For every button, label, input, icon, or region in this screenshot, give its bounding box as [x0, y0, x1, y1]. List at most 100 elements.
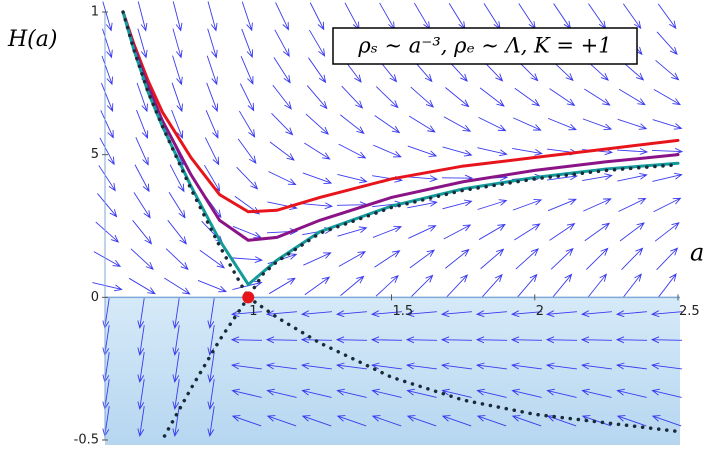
field-arrow	[373, 144, 402, 158]
field-arrow	[583, 198, 612, 212]
title-box	[332, 27, 638, 65]
field-arrow	[446, 58, 468, 82]
field-arrow	[549, 222, 576, 241]
field-arrow	[169, 164, 185, 193]
field-arrow	[370, 362, 402, 370]
field-arrow	[269, 141, 295, 161]
field-arrow	[304, 142, 331, 160]
field-arrow	[478, 116, 507, 132]
field-arrow	[445, 87, 470, 108]
field-arrow	[615, 310, 647, 318]
field-arrow	[102, 352, 110, 383]
field-arrow	[240, 56, 254, 85]
field-arrow	[303, 252, 332, 266]
field-arrow	[547, 117, 577, 131]
field-arrow	[616, 148, 649, 155]
field-arrow	[302, 202, 334, 210]
field-arrow	[582, 173, 613, 182]
field-arrow	[165, 248, 189, 271]
field-arrow	[582, 148, 614, 156]
field-arrow	[135, 137, 149, 166]
field-arrow	[374, 115, 401, 134]
field-arrow	[172, 298, 180, 329]
field-arrow	[405, 362, 437, 370]
field-arrow	[206, 55, 218, 86]
field-arrow	[653, 89, 681, 106]
field-arrow	[207, 298, 215, 329]
field-arrow	[374, 250, 401, 268]
field-arrow	[476, 415, 507, 427]
field-arrow	[172, 28, 183, 59]
field-arrow	[622, 3, 642, 30]
field-arrow	[236, 166, 259, 190]
field-arrow	[171, 82, 183, 113]
field-arrow	[407, 145, 438, 157]
field-arrow	[441, 415, 472, 427]
field-arrow	[580, 362, 612, 370]
field-arrow	[618, 88, 646, 106]
field-arrow	[97, 193, 118, 218]
field-arrow	[267, 253, 298, 265]
field-arrow	[137, 379, 145, 410]
field-arrow	[167, 219, 187, 245]
field-arrow	[514, 87, 541, 107]
x-tick-label: 1.5	[393, 304, 414, 319]
field-arrow	[300, 310, 332, 318]
field-arrow	[443, 224, 472, 240]
field-arrow	[344, 2, 360, 31]
field-arrow	[516, 59, 539, 82]
y-axis-label: H(a)	[7, 27, 57, 52]
field-arrow	[273, 57, 291, 84]
field-arrow	[301, 415, 332, 427]
field-arrow	[442, 146, 473, 157]
field-arrow	[101, 82, 114, 112]
field-arrow	[587, 273, 608, 299]
field-arrow	[411, 274, 434, 297]
chart-title: ρₛ ∼ a⁻³, ρₑ ∼ Λ, K = +1	[357, 34, 611, 58]
plot-area: 1 5 0 -0.5 1 1.5 2 2.5	[74, 5, 700, 448]
field-arrow	[446, 274, 469, 298]
field-arrow	[375, 275, 399, 297]
field-arrow	[620, 59, 645, 81]
field-arrow	[164, 277, 191, 295]
field-arrow	[137, 325, 145, 356]
field-arrow	[239, 83, 255, 112]
field-arrow	[410, 86, 435, 108]
field-arrow	[622, 273, 642, 299]
field-arrow	[481, 58, 504, 82]
field-arrow	[550, 59, 574, 82]
field-arrow	[477, 199, 508, 210]
field-arrow	[93, 251, 122, 267]
field-arrow	[340, 275, 365, 296]
field-arrow	[377, 58, 398, 83]
field-arrow	[265, 336, 298, 344]
field-arrow	[475, 362, 507, 370]
field-arrow	[172, 325, 180, 356]
field-arrow	[136, 82, 148, 113]
field-arrow	[512, 198, 543, 211]
fixed-point	[242, 291, 255, 304]
field-arrow	[545, 362, 577, 370]
field-arrow	[137, 406, 145, 437]
field-arrow	[241, 28, 254, 59]
field-arrow	[518, 3, 536, 30]
field-arrow	[265, 310, 297, 318]
field-arrow	[237, 138, 257, 165]
field-arrow	[197, 280, 227, 293]
field-arrow	[137, 352, 145, 383]
y-tick-label: 0	[91, 290, 99, 305]
field-arrow	[302, 172, 333, 184]
field-arrow	[651, 415, 682, 427]
field-arrow	[338, 251, 367, 267]
field-arrow	[336, 415, 367, 427]
field-arrow	[483, 3, 501, 30]
field-arrow	[102, 28, 113, 59]
field-arrow	[443, 116, 472, 132]
field-arrow	[99, 137, 115, 166]
field-arrow	[371, 388, 402, 398]
field-arrow	[339, 114, 365, 134]
field-arrow	[128, 277, 156, 295]
field-arrow	[206, 82, 219, 113]
field-arrow	[654, 222, 680, 242]
field-arrow	[102, 325, 110, 356]
